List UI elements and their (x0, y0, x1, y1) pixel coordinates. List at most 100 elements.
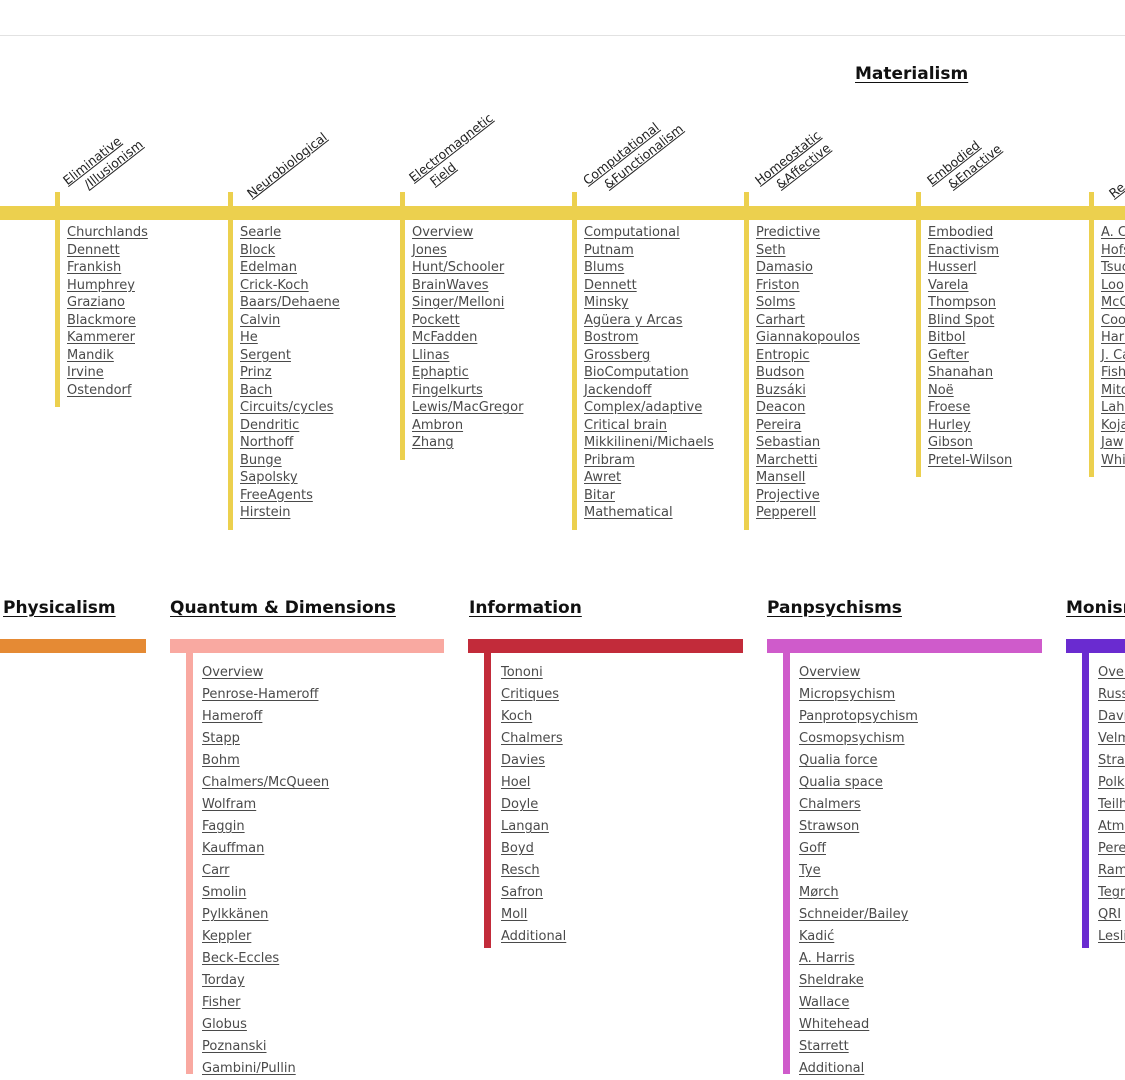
materialism-heading-neurobiological[interactable]: Neurobiological (244, 129, 330, 201)
monism-title[interactable]: Monism (1066, 598, 1125, 618)
materialism-link[interactable]: Loo (1101, 277, 1124, 293)
quantum-dimensions-link[interactable]: Wolfram (202, 797, 257, 812)
information-link[interactable]: Davies (501, 753, 546, 768)
materialism-link[interactable]: Putnam (584, 242, 634, 258)
materialism-link[interactable]: Hunt/Schooler (412, 260, 505, 275)
information-link[interactable]: Critiques (501, 687, 560, 702)
physicalism-title[interactable]: Physicalism (3, 598, 116, 618)
materialism-link[interactable]: Budson (756, 365, 805, 380)
materialism-link[interactable]: Minsky (584, 295, 629, 310)
materialism-link[interactable]: Dendritic (240, 417, 300, 433)
quantum-dimensions-title[interactable]: Quantum & Dimensions (170, 598, 396, 618)
information-link[interactable]: Chalmers (501, 731, 563, 746)
materialism-link[interactable]: Edelman (240, 260, 297, 275)
materialism-link[interactable]: Graziano (67, 295, 125, 310)
materialism-link[interactable]: Blind Spot (928, 312, 995, 328)
materialism-heading-computational[interactable]: Computational &Functionalism (580, 108, 687, 201)
materialism-link[interactable]: He (240, 330, 258, 345)
panpsychisms-link[interactable]: Overview (799, 665, 861, 680)
materialism-link[interactable]: FreeAgents (240, 487, 313, 503)
materialism-link[interactable]: Entropic (756, 347, 810, 363)
quantum-dimensions-link[interactable]: Chalmers/McQueen (202, 775, 330, 790)
panpsychisms-link[interactable]: Micropsychism (799, 687, 896, 702)
materialism-link[interactable]: Pretel-Wilson (928, 452, 1013, 468)
materialism-link[interactable]: Husserl (928, 260, 977, 275)
materialism-link[interactable]: Bitar (584, 487, 615, 503)
materialism-link[interactable]: Block (240, 242, 276, 258)
materialism-link[interactable]: Pepperell (756, 505, 817, 520)
materialism-link[interactable]: Harr (1101, 330, 1125, 345)
materialism-heading-eliminative[interactable]: Eliminative/Illusionism (60, 124, 146, 201)
materialism-link[interactable]: Kammerer (67, 330, 135, 345)
materialism-link[interactable]: Hirstein (240, 505, 291, 520)
materialism-link[interactable]: Dennett (67, 242, 120, 258)
materialism-link[interactable]: Overview (412, 225, 474, 240)
materialism-link[interactable]: Critical brain (584, 417, 668, 433)
materialism-link[interactable]: Varela (928, 277, 969, 293)
materialism-link[interactable]: Lewis/MacGregor (412, 400, 524, 415)
materialism-link[interactable]: Jones (412, 242, 447, 258)
materialism-link[interactable]: Humphrey (67, 277, 135, 293)
panpsychisms-link[interactable]: Kadić (799, 929, 835, 944)
quantum-dimensions-link[interactable]: Keppler (202, 929, 252, 944)
materialism-link[interactable]: Blackmore (67, 312, 136, 328)
materialism-link[interactable]: Damasio (756, 260, 813, 275)
materialism-link[interactable]: Hofs (1101, 242, 1125, 258)
materialism-link[interactable]: Mandik (67, 347, 114, 363)
materialism-heading-homeostatic[interactable]: Homeostatic &Affective (752, 127, 834, 201)
materialism-link[interactable]: Complex/adaptive (584, 400, 703, 415)
materialism-link[interactable]: Marchetti (756, 452, 818, 468)
materialism-link[interactable]: Gibson (928, 435, 973, 450)
panpsychisms-link[interactable]: Starrett (799, 1039, 849, 1054)
monism-link[interactable]: QRI (1098, 907, 1122, 922)
panpsychisms-link[interactable]: Schneider/Bailey (799, 907, 909, 922)
panpsychisms-link[interactable]: Chalmers (799, 797, 861, 812)
monism-link[interactable]: Velm (1098, 731, 1125, 746)
materialism-link[interactable]: Pockett (412, 312, 460, 328)
monism-link[interactable]: Ram (1098, 863, 1125, 878)
materialism-link[interactable]: Embodied (928, 225, 994, 240)
materialism-link[interactable]: Hurley (928, 417, 971, 433)
monism-link[interactable]: Davi (1098, 709, 1125, 724)
quantum-dimensions-link[interactable]: Carr (202, 863, 230, 878)
materialism-link[interactable]: Awret (584, 470, 622, 485)
materialism-link[interactable]: Mathematical (584, 505, 673, 520)
materialism-link[interactable]: Baars/Dehaene (240, 295, 340, 310)
materialism-link[interactable]: Projective (756, 487, 820, 503)
quantum-dimensions-link[interactable]: Pylkkänen (202, 907, 269, 922)
panpsychisms-link[interactable]: Whitehead (799, 1017, 870, 1032)
quantum-dimensions-link[interactable]: Torday (202, 973, 245, 988)
materialism-link[interactable]: Sebastian (756, 435, 821, 450)
materialism-link[interactable]: Searle (240, 225, 282, 240)
materialism-link[interactable]: Gefter (928, 347, 969, 363)
panpsychisms-link[interactable]: Tye (799, 863, 821, 878)
materialism-link[interactable]: Deacon (756, 400, 806, 415)
materialism-link[interactable]: Tsuc (1101, 260, 1125, 275)
materialism-link[interactable]: Singer/Melloni (412, 295, 505, 310)
monism-link[interactable]: Atma (1098, 819, 1125, 834)
materialism-heading-re[interactable]: Re (1106, 179, 1125, 201)
materialism-link[interactable]: Jaw (1101, 435, 1124, 450)
materialism-link[interactable]: Bitbol (928, 330, 966, 345)
quantum-dimensions-link[interactable]: Overview (202, 665, 264, 680)
information-link[interactable]: Koch (501, 709, 533, 724)
materialism-link[interactable]: Seth (756, 242, 786, 258)
quantum-dimensions-link[interactable]: Poznanski (202, 1039, 267, 1054)
information-link[interactable]: Hoel (501, 775, 531, 790)
materialism-link[interactable]: J. Ca (1101, 347, 1125, 363)
panpsychisms-title[interactable]: Panpsychisms (767, 598, 902, 618)
materialism-link[interactable]: Crick-Koch (240, 277, 309, 293)
materialism-link[interactable]: Thompson (928, 295, 997, 310)
materialism-link[interactable]: Friston (756, 277, 800, 293)
panpsychisms-link[interactable]: Goff (799, 841, 826, 856)
panpsychisms-link[interactable]: Strawson (799, 819, 860, 834)
quantum-dimensions-link[interactable]: Bohm (202, 753, 240, 768)
information-link[interactable]: Safron (501, 885, 544, 900)
materialism-link[interactable]: Llinas (412, 347, 450, 363)
monism-link[interactable]: Russ (1098, 687, 1125, 702)
materialism-link[interactable]: Giannakopoulos (756, 330, 860, 345)
materialism-title[interactable]: Materialism (855, 64, 969, 84)
information-link[interactable]: Boyd (501, 841, 534, 856)
quantum-dimensions-link[interactable]: Gambini/Pullin (202, 1061, 296, 1076)
materialism-link[interactable]: Grossberg (584, 347, 651, 363)
